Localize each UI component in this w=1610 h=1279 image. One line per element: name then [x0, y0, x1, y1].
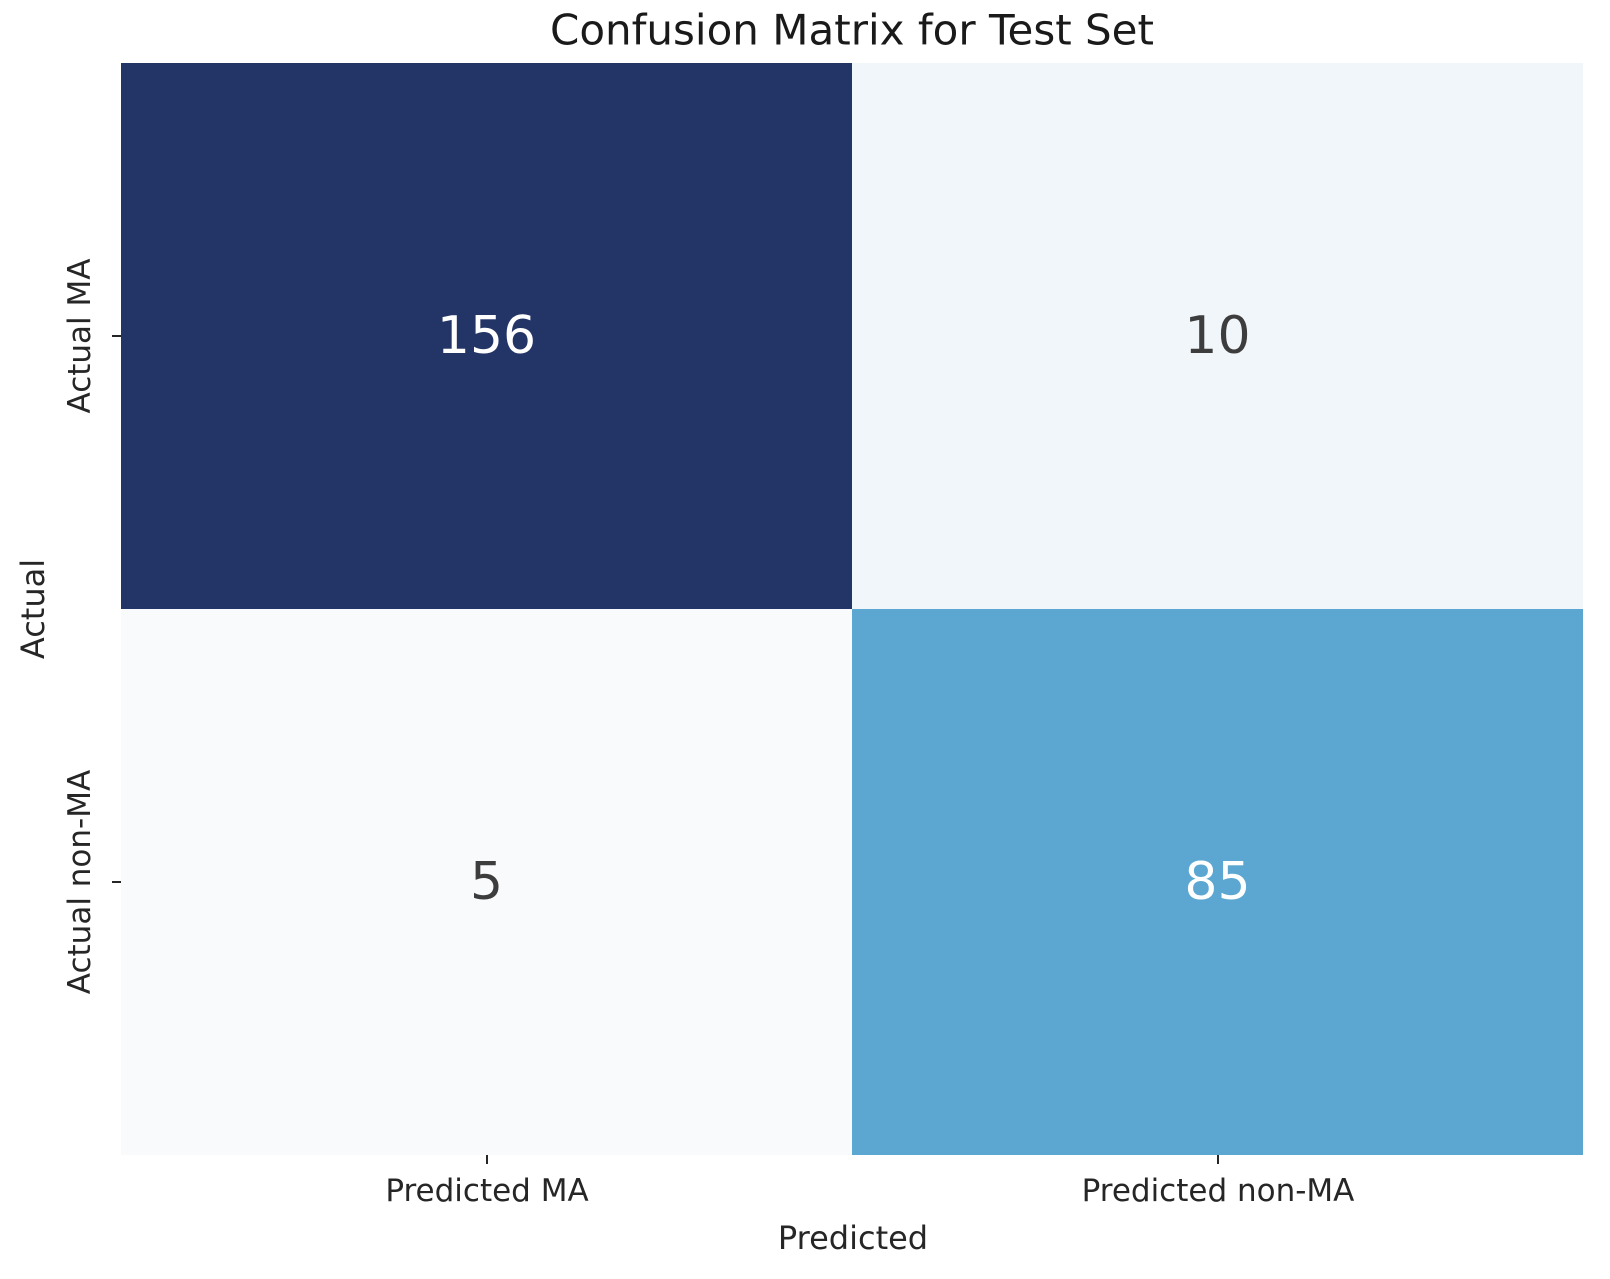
x-axis-label: Predicted	[777, 1219, 929, 1257]
x-tick-label-predicted-ma: Predicted MA	[385, 1173, 589, 1209]
heatmap-cell-false-negative: 10	[852, 63, 1583, 609]
y-tick-mark-row1	[112, 335, 121, 337]
y-axis-label: Actual	[14, 558, 52, 660]
y-tick-label-actual-ma: Actual MA	[62, 258, 98, 414]
heatmap-cell-true-negative: 85	[852, 609, 1583, 1155]
x-tick-mark-col2	[1217, 1155, 1219, 1164]
x-tick-mark-col1	[486, 1155, 488, 1164]
x-tick-label-predicted-non-ma: Predicted non-MA	[1081, 1173, 1355, 1209]
y-tick-label-actual-non-ma: Actual non-MA	[62, 769, 98, 995]
y-tick-mark-row2	[112, 881, 121, 883]
heatmap-cell-false-positive: 5	[121, 609, 852, 1155]
confusion-matrix-heatmap: 156 10 5 85	[121, 63, 1583, 1155]
chart-title: Confusion Matrix for Test Set	[550, 5, 1154, 55]
heatmap-cell-true-positive: 156	[121, 63, 852, 609]
